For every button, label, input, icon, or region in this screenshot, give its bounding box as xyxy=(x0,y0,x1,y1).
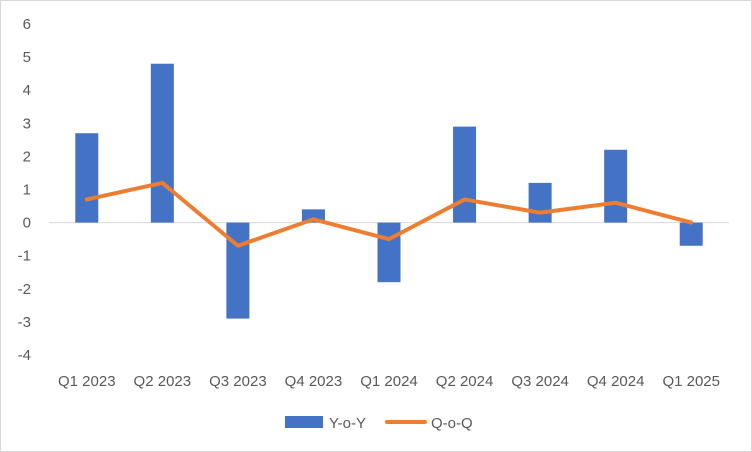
x-tick-label: Q2 2023 xyxy=(134,373,192,390)
bar-yoy-7 xyxy=(604,149,628,223)
bar-yoy-0 xyxy=(75,133,99,223)
x-tick-label: Q1 2024 xyxy=(360,373,418,390)
y-tick-label: -1 xyxy=(18,248,31,265)
x-tick-label: Q2 2024 xyxy=(436,373,494,390)
legend-swatch-yoy xyxy=(285,416,323,428)
bar-yoy-8 xyxy=(679,222,703,246)
bar-yoy-1 xyxy=(150,63,174,223)
y-tick-label: 5 xyxy=(23,49,31,66)
y-tick-label: 0 xyxy=(23,215,31,232)
bar-yoy-2 xyxy=(226,222,250,319)
legend: Y-o-Y Q-o-Q xyxy=(285,415,473,432)
line-series-qoq xyxy=(84,180,694,248)
y-tick-label: 1 xyxy=(23,182,31,199)
legend-label-yoy: Y-o-Y xyxy=(329,415,366,432)
y-tick-label: 3 xyxy=(23,115,31,132)
x-tick-label: Q4 2024 xyxy=(587,373,645,390)
y-tick-label: -3 xyxy=(18,314,31,331)
y-tick-label: -4 xyxy=(18,347,31,364)
y-axis-labels: 6 5 4 3 2 1 0 -1 -2 -3 -4 xyxy=(18,16,31,364)
x-tick-label: Q4 2023 xyxy=(285,373,343,390)
x-tick-label: Q3 2023 xyxy=(209,373,267,390)
x-tick-label: Q1 2023 xyxy=(58,373,116,390)
bar-yoy-6 xyxy=(528,182,552,223)
y-tick-label: -2 xyxy=(18,281,31,298)
bar-yoy-5 xyxy=(453,126,477,223)
y-tick-label: 2 xyxy=(23,148,31,165)
legend-label-qoq: Q-o-Q xyxy=(431,415,473,432)
x-tick-label: Q3 2024 xyxy=(511,373,569,390)
x-tick-label: Q1 2025 xyxy=(662,373,720,390)
y-tick-label: 6 xyxy=(23,16,31,33)
y-tick-label: 4 xyxy=(23,82,31,99)
x-axis-labels: Q1 2023 Q2 2023 Q3 2023 Q4 2023 Q1 2024 Q2 20… xyxy=(58,373,720,390)
bar-yoy-4 xyxy=(377,222,401,283)
